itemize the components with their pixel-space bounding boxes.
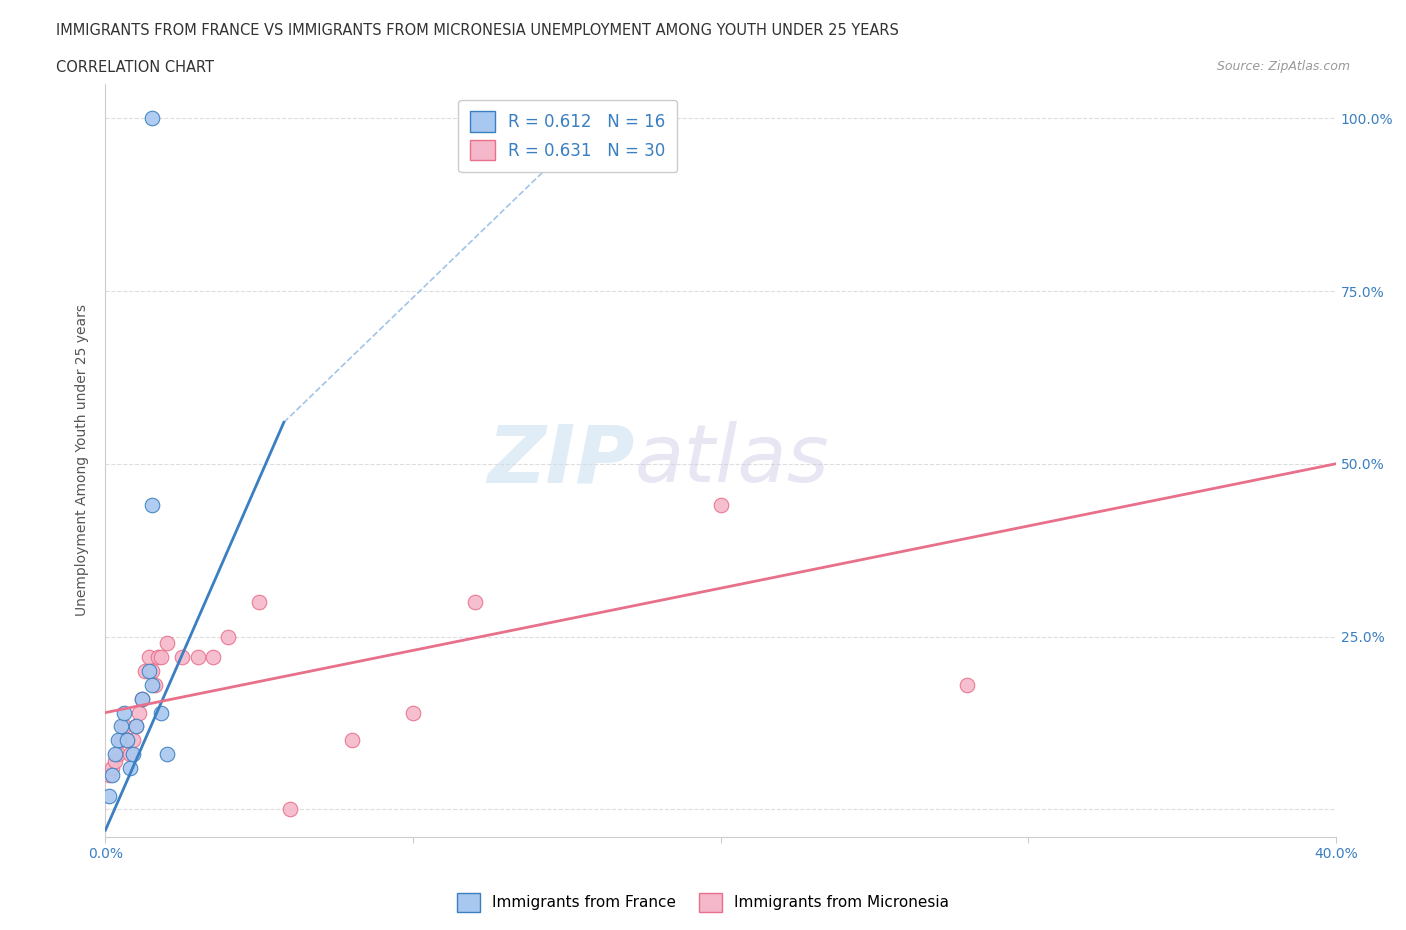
Point [202,650,225,665]
Point [131,691,153,706]
Point [143,678,166,693]
Legend: Immigrants from France, Immigrants from Micronesia: Immigrants from France, Immigrants from … [451,887,955,918]
Point [172,650,194,665]
Point [100,767,122,782]
Point [110,733,132,748]
Point [115,733,138,748]
Point [107,733,129,748]
Point [278,802,301,817]
Point [104,753,127,768]
Point [120,761,141,776]
Point [956,678,979,693]
Point [146,650,169,665]
Point [110,719,132,734]
Point [104,747,127,762]
Point [131,691,153,706]
Point [340,733,363,748]
Point [141,498,163,512]
Text: Source: ZipAtlas.com: Source: ZipAtlas.com [1216,60,1350,73]
Point [156,636,179,651]
Point [710,498,733,512]
Point [125,719,148,734]
Point [97,767,120,782]
Point [218,629,240,644]
Point [138,650,160,665]
Point [141,678,163,693]
Point [125,719,148,734]
Point [464,594,486,609]
Point [156,747,179,762]
Text: ZIP: ZIP [486,421,634,499]
Point [141,664,163,679]
Point [149,705,172,720]
Point [134,664,156,679]
Point [141,111,163,126]
Point [247,594,270,609]
Point [122,747,145,762]
Point [107,747,129,762]
Text: atlas: atlas [634,421,830,499]
Text: CORRELATION CHART: CORRELATION CHART [56,60,214,75]
Point [128,705,150,720]
Point [120,747,141,762]
Point [97,788,120,803]
Point [112,719,135,734]
Point [149,650,172,665]
Y-axis label: Unemployment Among Youth under 25 years: Unemployment Among Youth under 25 years [76,304,90,617]
Point [115,733,138,748]
Point [187,650,209,665]
Point [138,664,160,679]
Text: IMMIGRANTS FROM FRANCE VS IMMIGRANTS FROM MICRONESIA UNEMPLOYMENT AMONG YOUTH UN: IMMIGRANTS FROM FRANCE VS IMMIGRANTS FRO… [56,23,898,38]
Legend: R = 0.612   N = 16, R = 0.631   N = 30: R = 0.612 N = 16, R = 0.631 N = 30 [458,100,678,172]
Point [122,733,145,748]
Point [402,705,425,720]
Point [100,761,122,776]
Point [112,705,135,720]
